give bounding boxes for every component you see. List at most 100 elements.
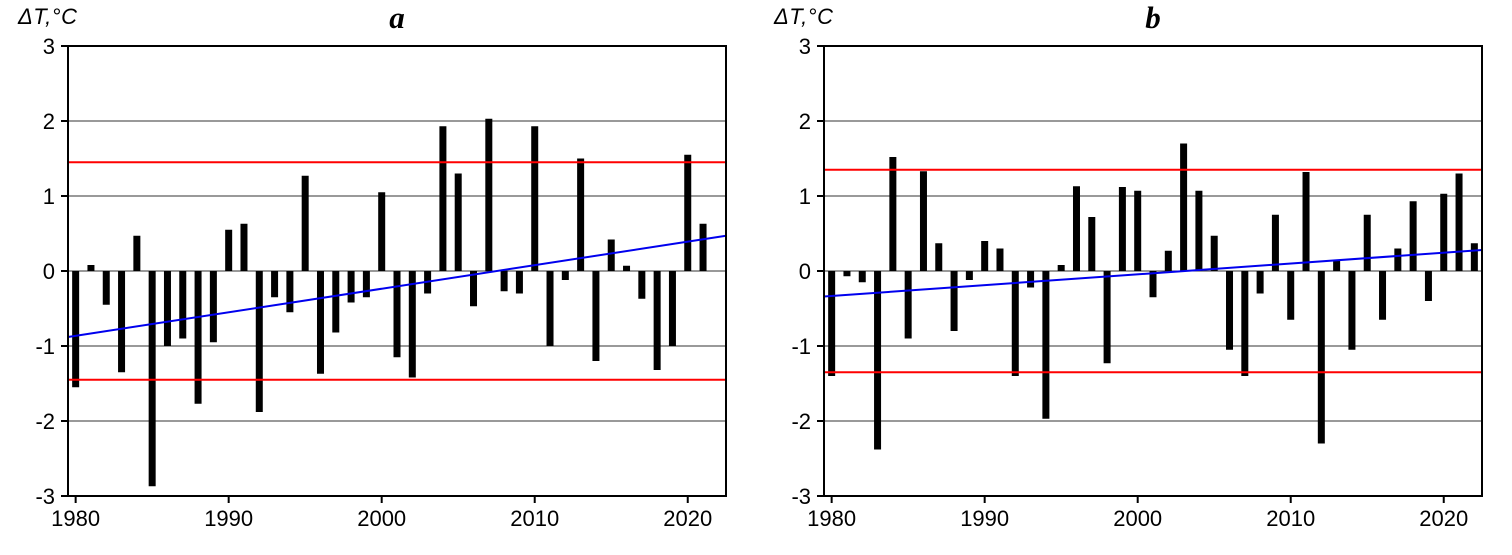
bar-2021 [699,223,707,271]
x-tick-label: 2020 [663,506,712,531]
bar-1986 [919,171,927,271]
bar-2011 [546,271,554,346]
bar-2017 [1394,248,1402,271]
bar-1985 [148,271,156,487]
bar-2008 [500,271,508,292]
y-tick-label: 0 [43,259,55,284]
bar-1981 [843,271,851,277]
y-tick-label: -1 [35,334,55,359]
y-tick-label: 3 [43,34,55,59]
bar-1987 [179,271,187,339]
bar-1994 [286,271,294,313]
bar-2019 [1424,271,1432,301]
y-tick-label: -2 [35,409,55,434]
bar-1984 [889,157,897,271]
x-tick-label: 1990 [960,506,1009,531]
bar-2006 [1226,271,1234,350]
bar-2001 [393,271,401,358]
bar-2004 [439,126,447,271]
bar-1997 [1088,217,1096,271]
bar-1982 [102,271,110,305]
y-tick-label: -3 [35,484,55,509]
y-tick-label: 3 [799,34,811,59]
trend-line [823,249,1483,298]
bar-2014 [1348,271,1356,350]
y-tick-label: 1 [43,184,55,209]
bar-1983 [874,271,882,450]
bar-2008 [1256,271,1264,294]
bar-2006 [470,271,478,307]
bar-2002 [408,271,416,378]
bar-2022 [1470,243,1478,271]
x-tick-label: 1990 [204,506,253,531]
bar-1998 [347,271,355,303]
bar-2000 [1134,190,1142,271]
bar-2020 [684,154,692,271]
bar-1990 [981,241,989,271]
bar-1990 [225,229,233,271]
bar-2009 [515,271,523,294]
bar-1984 [133,235,141,271]
bar-1993 [1027,271,1035,288]
bar-2016 [1379,271,1387,320]
bar-2016 [623,265,631,271]
bar-1993 [271,271,279,298]
bar-2013 [577,158,585,271]
bar-2002 [1164,250,1172,271]
bar-1997 [332,271,340,333]
y-axis-label-b: ΔT,°C [774,4,834,29]
bar-2015 [1363,214,1371,271]
bar-2011 [1302,172,1310,271]
panel-title-b: b [1145,0,1161,35]
bar-1988 [194,271,202,404]
chart-panel-b: ΔT,°C b 3 2 1 0 -1 -2 -3 1980 1990 2000 2010 2020 [756,0,1512,555]
bar-2019 [668,271,676,346]
bar-1999 [362,271,370,298]
bar-1992 [1011,271,1019,376]
bar-1991 [996,248,1004,271]
bar-2012 [1317,271,1325,444]
bar-1995 [1057,265,1065,271]
bar-2012 [561,271,569,280]
x-tick-label: 2010 [1266,506,1315,531]
bar-1983 [118,271,126,373]
bar-1988 [950,271,958,331]
bar-1980 [72,271,80,388]
y-tick-label: -2 [791,409,811,434]
bar-1991 [240,223,248,271]
bar-2004 [1195,190,1203,271]
bar-2013 [1333,259,1341,271]
x-tick-label: 2010 [510,506,559,531]
bar-2009 [1271,214,1279,271]
bar-2010 [1287,271,1295,320]
panel-title-a: a [389,0,405,35]
y-tick-label: 2 [799,109,811,134]
bar-2005 [1210,235,1218,271]
bar-1987 [935,243,943,271]
bar-1992 [255,271,263,412]
x-tick-label: 1980 [807,506,856,531]
bar-1994 [1042,271,1050,419]
bar-1981 [87,265,95,271]
chart-panel-a: ΔT,°C a 3 2 1 0 -1 -2 -3 1980 1990 2000 2010 2020 [18,0,727,531]
bar-2018 [1409,201,1417,271]
bar-1982 [858,271,866,283]
bar-1985 [904,271,912,339]
y-axis-label-a: ΔT,°C [18,4,78,29]
bar-1989 [209,271,217,343]
y-tick-label: 0 [799,259,811,284]
bar-2017 [638,271,646,299]
bar-1999 [1118,187,1126,271]
trend-line [67,234,727,338]
bar-1995 [301,175,309,271]
bar-2007 [485,118,493,271]
bar-1996 [1072,186,1080,271]
x-tick-label: 2000 [1113,506,1162,531]
bar-1996 [316,271,324,374]
y-tick-label: 2 [43,109,55,134]
bar-2010 [531,126,539,271]
bar-1989 [965,271,973,280]
bar-2001 [1149,271,1157,298]
